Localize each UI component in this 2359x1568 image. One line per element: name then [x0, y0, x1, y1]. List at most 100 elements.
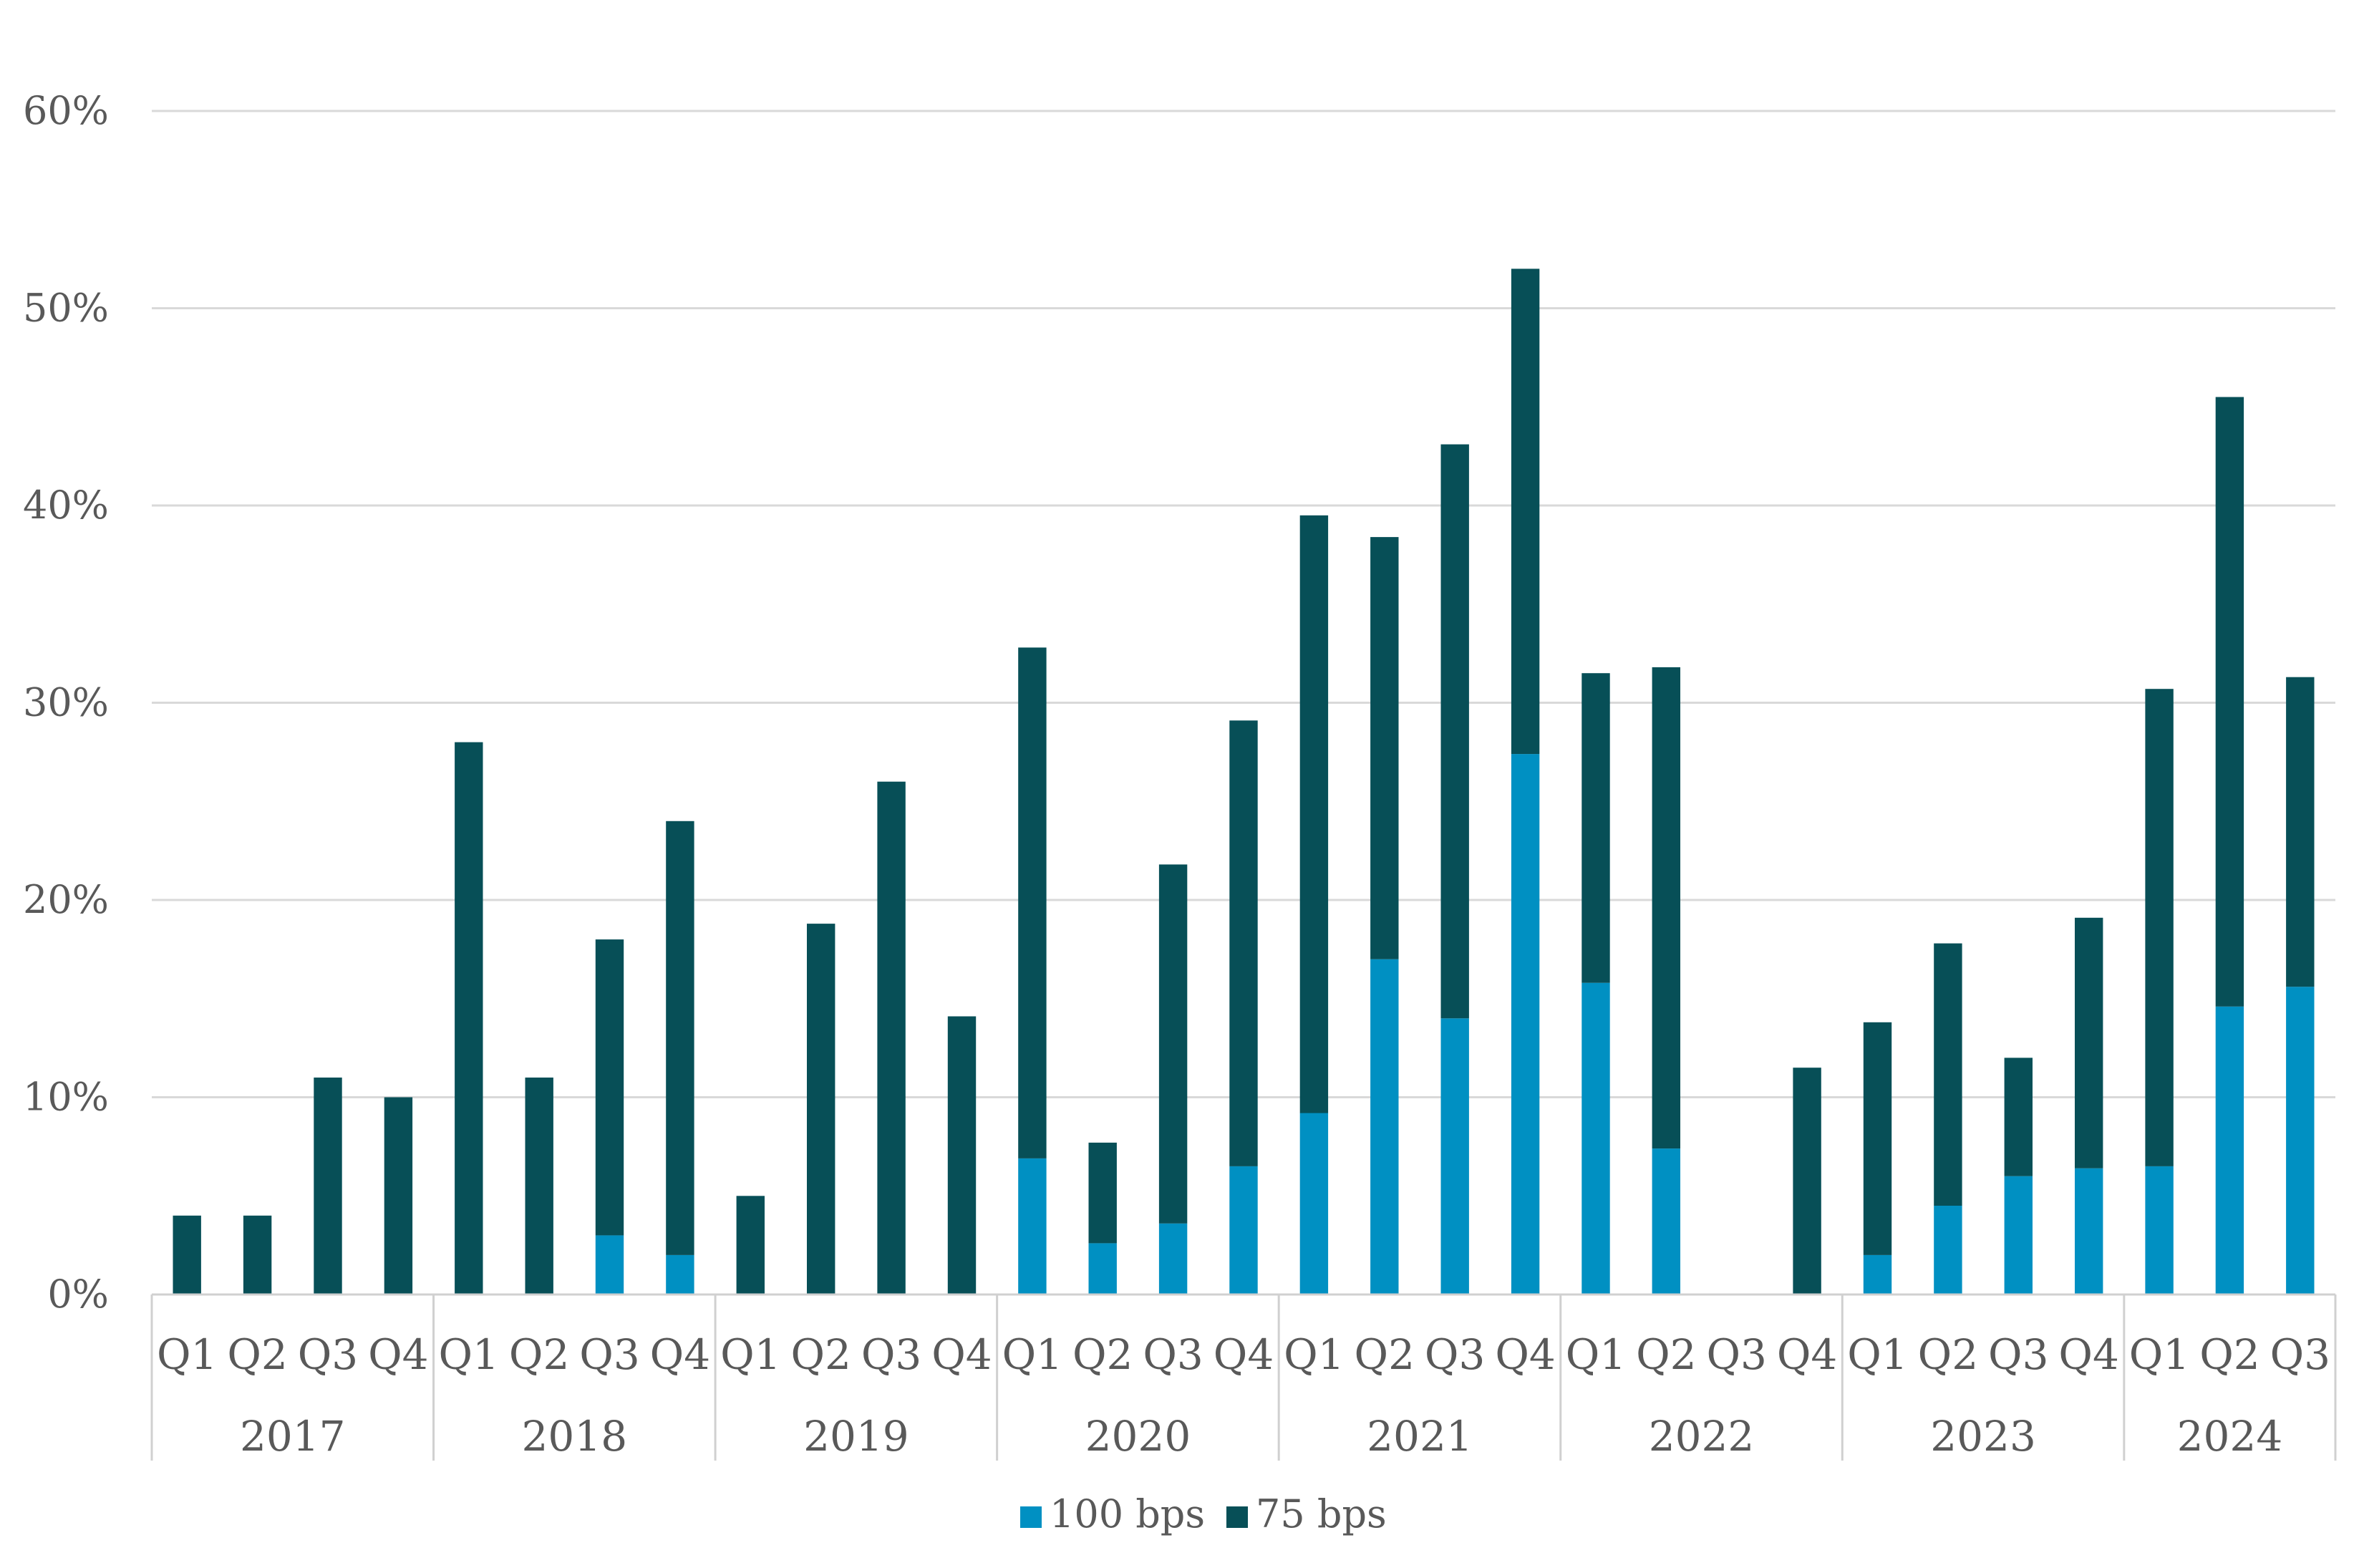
- quarter-tick-label: Q2: [2199, 1330, 2259, 1379]
- bar-75bps: [455, 742, 483, 1294]
- bar-100bps: [1934, 1206, 1962, 1294]
- year-tick-label: 2017: [240, 1412, 346, 1461]
- bar-100bps: [1088, 1243, 1117, 1294]
- quarter-tick-label: Q4: [368, 1330, 428, 1379]
- bar-75bps: [243, 1215, 272, 1294]
- y-tick-label: 60%: [23, 88, 109, 133]
- legend-label-100-bps: 100 bps: [1050, 1491, 1205, 1536]
- quarter-tick-label: Q3: [579, 1330, 639, 1379]
- quarter-tick-label: Q1: [1284, 1330, 1344, 1379]
- year-tick-label: 2021: [1367, 1412, 1473, 1461]
- bar-100bps: [1511, 754, 1540, 1294]
- bar-100bps: [1863, 1254, 1892, 1294]
- bars-layer: [173, 268, 2315, 1295]
- legend-swatch-100-bps: [1020, 1506, 1042, 1528]
- legend-swatch-75-bps: [1226, 1506, 1248, 1528]
- quarter-tick-label: Q2: [1636, 1330, 1696, 1379]
- quarter-tick-label: Q1: [2129, 1330, 2189, 1379]
- bar-75bps: [1652, 667, 1680, 1149]
- quarter-tick-label: Q3: [861, 1330, 921, 1379]
- quarter-tick-label: Q4: [650, 1330, 710, 1379]
- year-tick-label: 2024: [2177, 1412, 2283, 1461]
- quarter-tick-label: Q4: [1214, 1330, 1274, 1379]
- bar-100bps: [2004, 1176, 2033, 1294]
- bar-75bps: [1440, 444, 1469, 1019]
- bar-75bps: [1581, 673, 1610, 983]
- bar-100bps: [1018, 1158, 1047, 1294]
- bar-75bps: [384, 1097, 413, 1294]
- bar-100bps: [1229, 1166, 1258, 1294]
- bar-100bps: [2286, 987, 2315, 1294]
- quarter-tick-label: Q2: [1355, 1330, 1415, 1379]
- y-tick-label: 30%: [23, 680, 109, 725]
- grid-layer: 0% 10% 20% 30% 40% 50% 60%: [23, 88, 2335, 1317]
- bar-75bps: [807, 924, 835, 1294]
- bar-100bps: [1581, 982, 1610, 1294]
- bar-100bps: [595, 1235, 624, 1294]
- bar-100bps: [1299, 1113, 1329, 1294]
- bar-100bps: [1158, 1223, 1188, 1294]
- y-tick-label: 0%: [47, 1272, 109, 1317]
- year-tick-label: 2019: [803, 1412, 909, 1461]
- bar-75bps: [1018, 647, 1047, 1158]
- bar-75bps: [173, 1215, 201, 1294]
- quarter-tick-label: Q4: [931, 1330, 992, 1379]
- quarter-tick-label: Q2: [1072, 1330, 1133, 1379]
- bar-75bps: [1229, 720, 1258, 1166]
- quarter-tick-label: Q4: [2058, 1330, 2118, 1379]
- quarter-tick-label: Q2: [1918, 1330, 1978, 1379]
- bar-100bps: [2075, 1168, 2103, 1294]
- legend: 100 bps 75 bps: [1020, 1491, 1387, 1536]
- quarter-tick-label: Q3: [2270, 1330, 2330, 1379]
- bar-100bps: [1370, 959, 1399, 1294]
- bar-75bps: [736, 1196, 765, 1295]
- bar-75bps: [1370, 537, 1399, 959]
- year-tick-label: 2022: [1649, 1412, 1755, 1461]
- bar-100bps: [666, 1254, 694, 1294]
- bar-100bps: [1440, 1018, 1469, 1294]
- bar-75bps: [1793, 1068, 1821, 1294]
- bar-75bps: [525, 1078, 553, 1294]
- bar-75bps: [2004, 1058, 2033, 1176]
- bar-100bps: [2145, 1166, 2174, 1294]
- y-tick-label: 40%: [23, 483, 109, 528]
- bar-100bps: [2215, 1006, 2244, 1294]
- legend-label-75-bps: 75 bps: [1256, 1491, 1387, 1536]
- year-tick-label: 2018: [522, 1412, 628, 1461]
- bar-75bps: [2286, 677, 2315, 987]
- quarter-tick-label: Q1: [439, 1330, 499, 1379]
- quarter-tick-label: Q3: [1425, 1330, 1485, 1379]
- bar-75bps: [2215, 397, 2244, 1007]
- quarter-tick-label: Q2: [790, 1330, 851, 1379]
- bar-75bps: [1511, 268, 1540, 755]
- bar-75bps: [666, 821, 694, 1255]
- year-tick-label: 2023: [1930, 1412, 2036, 1461]
- bar-75bps: [947, 1016, 977, 1294]
- quarter-tick-label: Q3: [1706, 1330, 1766, 1379]
- quarter-tick-label: Q4: [1777, 1330, 1837, 1379]
- bar-75bps: [1299, 515, 1329, 1113]
- quarter-tick-label: Q2: [509, 1330, 569, 1379]
- bar-100bps: [1652, 1148, 1680, 1294]
- bar-75bps: [1158, 864, 1188, 1224]
- bar-75bps: [877, 781, 906, 1294]
- bar-75bps: [1863, 1022, 1892, 1255]
- bar-75bps: [1934, 943, 1962, 1206]
- bar-75bps: [2145, 689, 2174, 1166]
- quarter-tick-label: Q1: [1566, 1330, 1626, 1379]
- quarter-tick-label: Q1: [720, 1330, 780, 1379]
- y-tick-label: 10%: [23, 1075, 109, 1120]
- y-tick-label: 50%: [23, 286, 109, 331]
- bar-75bps: [314, 1078, 342, 1294]
- quarter-tick-label: Q2: [227, 1330, 287, 1379]
- year-tick-label: 2020: [1085, 1412, 1191, 1461]
- quarter-tick-label: Q1: [157, 1330, 217, 1379]
- quarter-tick-label: Q3: [1988, 1330, 2048, 1379]
- quarter-tick-label: Q3: [298, 1330, 358, 1379]
- bar-75bps: [2075, 917, 2103, 1168]
- x-axis: Q1 Q2 Q3 Q4 Q1 Q2 Q3 Q4 Q1 Q2 Q3 Q4 Q1 Q2 Q3 Q4 Q1 Q2 Q3 Q4…: [150, 1293, 2337, 1461]
- y-tick-label: 20%: [23, 877, 109, 922]
- quarter-tick-label: Q3: [1143, 1330, 1203, 1379]
